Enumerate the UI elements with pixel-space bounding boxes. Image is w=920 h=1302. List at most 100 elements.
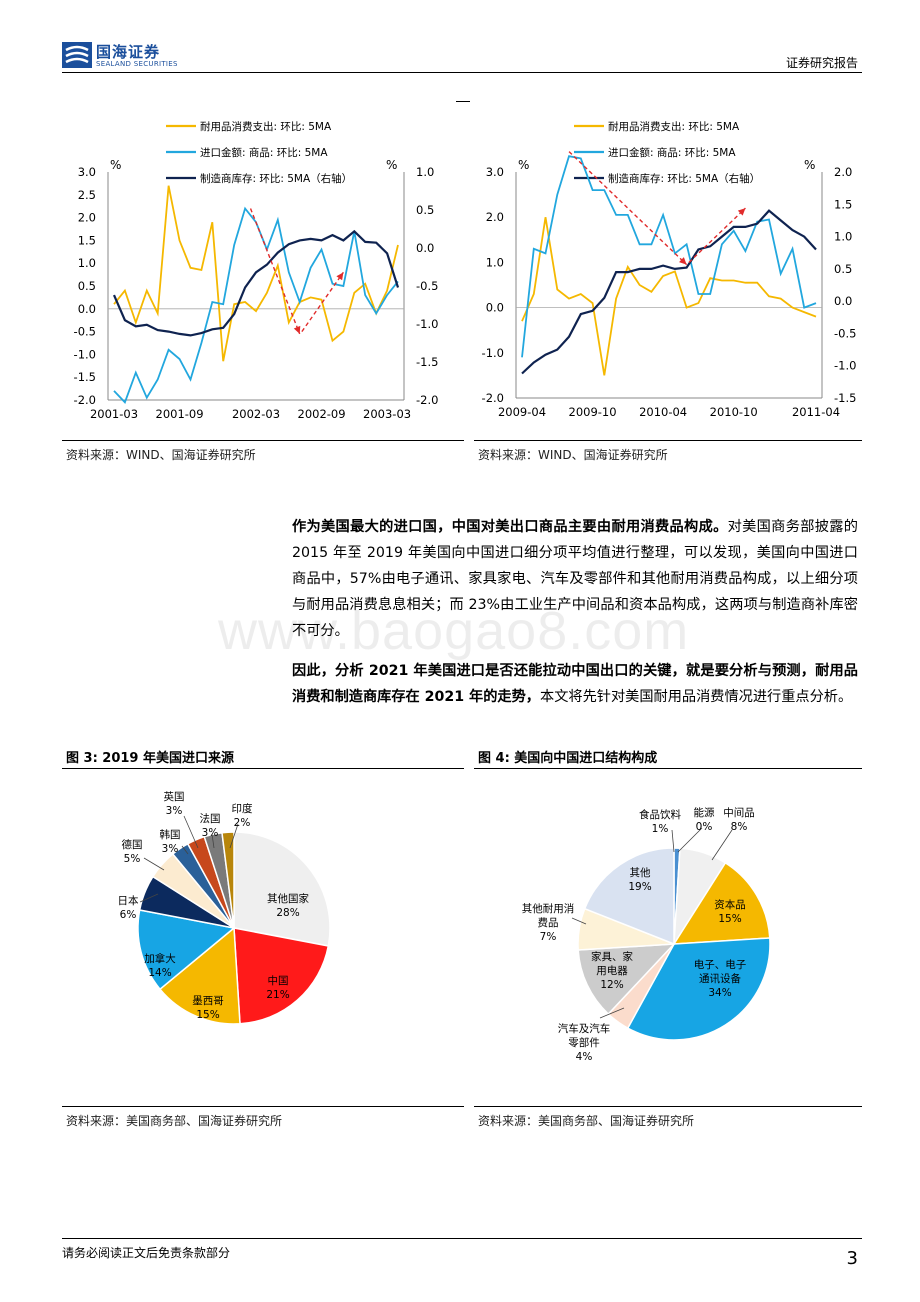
report-type: 证券研究报告 — [785, 56, 858, 70]
y-tick-label: -1.0 — [74, 347, 96, 361]
slice-label: 韩国 — [160, 828, 181, 841]
logo-chinese: 国海证券 — [96, 43, 161, 61]
legend-label: 制造商库存: 环比: 5MA（右轴） — [608, 172, 760, 185]
chart-right-source: 资料来源：WIND、国海证券研究所 — [478, 448, 668, 462]
trend-arrow — [688, 207, 746, 263]
y2-tick-label: 1.0 — [834, 230, 852, 244]
fig3-bottom-rule — [62, 1106, 464, 1107]
legend-label: 进口金额: 商品: 环比: 5MA — [608, 146, 736, 159]
leader-line — [599, 1007, 625, 1019]
fig4-source: 资料来源：美国商务部、国海证券研究所 — [478, 1114, 695, 1128]
y2-tick-label: 2.0 — [834, 165, 852, 179]
x-tick-label: 2010-04 — [639, 405, 687, 419]
chart-left-rule — [62, 440, 464, 441]
page-number: 3 — [846, 1248, 858, 1269]
header-rule — [62, 72, 862, 73]
slice-label: 其他 — [630, 866, 651, 879]
y2-tick-label: 0.0 — [834, 294, 852, 308]
y-tick-label: -0.5 — [74, 325, 96, 339]
y-tick-label: 0.0 — [78, 302, 96, 316]
slice-label: 用电器 — [596, 964, 628, 977]
legend-label: 进口金额: 商品: 环比: 5MA — [200, 146, 328, 159]
sealand-logo-icon — [62, 42, 92, 68]
leader-line — [211, 833, 215, 849]
y-tick-label: 2.5 — [78, 188, 96, 202]
slice-percent: 15% — [196, 1009, 219, 1021]
paragraph-1: 作为美国最大的进口国，中国对美出口商品主要由耐用消费品构成。对美国商务部披露的 … — [292, 514, 858, 644]
x-tick-label: 2001-03 — [90, 407, 138, 421]
slice-percent: 3% — [166, 805, 183, 817]
x-tick-label: 2010-10 — [710, 405, 758, 419]
right-axis-unit: % — [804, 158, 815, 172]
y2-tick-label: 1.5 — [834, 197, 852, 211]
pie-slice — [583, 847, 675, 946]
legend-label: 耐用品消费支出: 环比: 5MA — [200, 120, 332, 133]
legend-label: 制造商库存: 环比: 5MA（右轴） — [200, 172, 352, 185]
pie-slice — [221, 831, 235, 929]
chart-right-rule — [474, 440, 862, 441]
leader-line — [183, 815, 199, 849]
y2-tick-label: 0.5 — [834, 262, 852, 276]
logo-english: SEALAND SECURITIES — [96, 60, 178, 68]
x-tick-label: 2011-04 — [792, 405, 840, 419]
pie-slice — [233, 927, 330, 1025]
paragraph-2-text: 本文将先针对美国耐用品消费情况进行重点分析。 — [540, 689, 853, 705]
leader-line — [143, 857, 165, 871]
pie-import-sources: 其他国家 28% 中国 21% 墨西哥 15% 加拿大 14% 日本 6% 德国 5% 韩国 3% 英国 3%… — [118, 790, 331, 1025]
left-axis-unit: % — [518, 158, 529, 172]
slice-label: 资本品 — [714, 898, 746, 911]
right-axis-unit: % — [386, 158, 397, 172]
trend-arrowhead — [737, 208, 746, 216]
slice-label: 中国 — [268, 974, 289, 987]
fig4-title: 图 4: 美国向中国进口结构构成 — [478, 751, 658, 766]
trend-arrow — [249, 208, 301, 335]
footer-rule — [62, 1238, 862, 1239]
slice-label: 日本 — [118, 894, 139, 907]
y-tick-label: 1.0 — [486, 255, 504, 269]
slice-percent: 6% — [120, 909, 137, 921]
slice-label: 费品 — [538, 916, 559, 929]
chart-left: 耐用品消费支出: 环比: 5MA 进口金额: 商品: 环比: 5MA 制造商库存: … — [74, 120, 439, 421]
slice-label: 电子、电子 — [694, 958, 747, 971]
slice-percent: 4% — [576, 1051, 593, 1063]
y-tick-label: 3.0 — [486, 165, 504, 179]
paragraph-1-text: 对美国商务部披露的 2015 年至 2019 年美国向中国进口细分项平均值进行整… — [292, 519, 858, 639]
slice-label: 能源 — [694, 806, 715, 819]
chart-right: 耐用品消费支出: 环比: 5MA 进口金额: 商品: 环比: 5MA 制造商库存: … — [482, 120, 857, 419]
y-tick-label: -1.5 — [74, 370, 96, 384]
paragraph-2-bold: 因此，分析 2021 年美国进口是否还能拉动中国出口的关键，就是要分析与预测，耐… — [292, 663, 858, 705]
x-tick-label: 2001-09 — [156, 407, 204, 421]
fig3-source: 资料来源：美国商务部、国海证券研究所 — [66, 1114, 283, 1128]
pie-slice — [137, 909, 236, 991]
slice-percent: 28% — [276, 907, 299, 919]
y-tick-label: 2.0 — [78, 211, 96, 225]
trend-arrowhead — [679, 257, 687, 265]
slice-label: 其他国家 — [267, 892, 309, 905]
y-tick-label: 2.0 — [486, 210, 504, 224]
y2-tick-label: -1.0 — [834, 359, 856, 373]
slice-label: 加拿大 — [144, 952, 176, 965]
y-tick-label: 1.0 — [78, 256, 96, 270]
slice-percent: 14% — [148, 967, 171, 979]
y2-tick-label: -1.5 — [416, 355, 438, 369]
x-tick-label: 2002-09 — [298, 407, 346, 421]
series-line — [113, 185, 399, 362]
y-tick-label: -2.0 — [74, 393, 96, 407]
fig3-rule — [62, 768, 464, 769]
slice-percent: 5% — [124, 853, 141, 865]
leader-line — [139, 893, 159, 903]
series-line — [112, 229, 400, 337]
paragraph-1-bold: 作为美国最大的进口国，中国对美出口商品主要由耐用消费品构成。 — [292, 519, 728, 535]
series-line — [521, 217, 817, 376]
x-tick-label: 2002-03 — [232, 407, 280, 421]
leader-line — [181, 845, 189, 855]
trend-arrow — [301, 271, 344, 333]
slice-label: 通讯设备 — [699, 972, 741, 985]
slice-label: 法国 — [200, 812, 221, 825]
y-tick-label: 3.0 — [78, 165, 96, 179]
x-tick-label: 2009-04 — [498, 405, 546, 419]
slice-percent: 1% — [652, 823, 669, 835]
y2-tick-label: 0.5 — [416, 203, 434, 217]
slice-percent: 34% — [708, 987, 731, 999]
